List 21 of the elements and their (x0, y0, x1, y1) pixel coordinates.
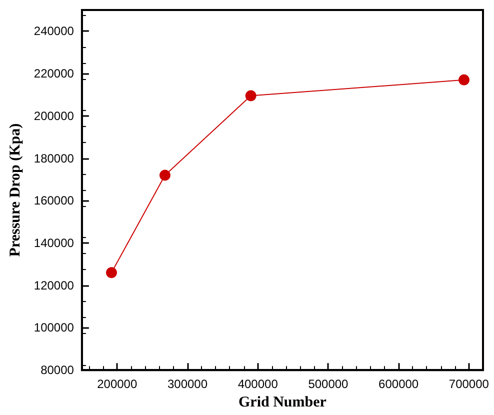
x-tick-label: 500000 (308, 377, 349, 392)
x-tick-label: 600000 (378, 377, 419, 392)
y-tick-label: 100000 (34, 320, 74, 335)
y-tick-label: 240000 (34, 24, 74, 38)
y-tick-label: 180000 (34, 151, 74, 166)
x-axis-title: Grid Number (238, 394, 327, 410)
y-tick-label: 220000 (34, 66, 74, 81)
y-tick-label: 80000 (40, 363, 74, 378)
x-tick-label: 700000 (448, 377, 490, 392)
y-tick-label: 160000 (34, 194, 74, 208)
x-tick-label: 300000 (167, 377, 208, 392)
x-tick-label: 400000 (238, 377, 278, 392)
point (245, 90, 256, 102)
y-tick-label: 120000 (34, 278, 74, 292)
x-tick-label: 200000 (97, 377, 138, 392)
y-tick-label: 140000 (34, 236, 74, 250)
point (106, 267, 117, 278)
y-axis-title: Pressure Drop (Kpa) (8, 123, 24, 257)
point (458, 74, 470, 86)
y-tick-label: 200000 (34, 108, 74, 123)
point (159, 170, 170, 181)
